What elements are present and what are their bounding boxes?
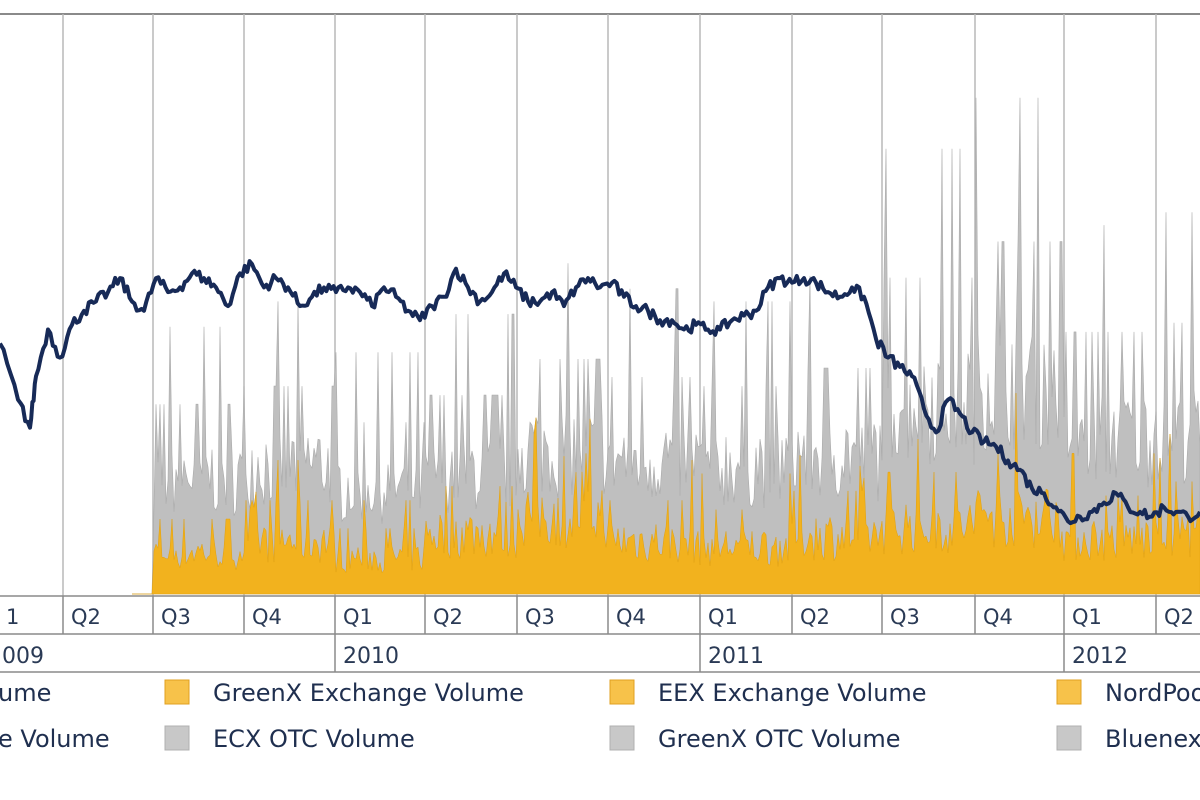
year-label: 2010: [343, 644, 399, 669]
quarter-label: 1: [6, 605, 19, 629]
otc-volume-area: [132, 97, 1200, 595]
legend-label: ECX OTC Volume: [213, 725, 415, 753]
legend-swatch: [164, 725, 190, 751]
legend-swatch: [164, 679, 190, 705]
legend-label: GreenX Exchange Volume: [213, 679, 524, 707]
quarter-label: Q4: [616, 605, 646, 629]
year-label: 009: [2, 644, 44, 669]
legend-swatch: [1056, 725, 1082, 751]
quarter-label: Q3: [525, 605, 555, 629]
quarter-label: Q1: [1072, 605, 1102, 629]
quarter-label: Q3: [890, 605, 920, 629]
quarter-label: Q2: [1164, 605, 1194, 629]
legend-swatch: [1056, 679, 1082, 705]
quarter-label: Q2: [71, 605, 101, 629]
price-line: [0, 259, 1200, 526]
time-axis: 1 Q2 Q3 Q4 Q1 Q2 Q3 Q4 Q1 Q2 Q3 Q4 Q1 Q2 009 2010 2011 20…: [0, 595, 1200, 673]
otc-volume-series: [132, 97, 1200, 595]
quarter-label: Q4: [983, 605, 1013, 629]
quarter-label: Q1: [708, 605, 738, 629]
year-label: 2011: [708, 644, 764, 669]
year-label: 2012: [1072, 644, 1128, 669]
exchange-volume-area: [132, 393, 1200, 595]
quarter-label: Q4: [252, 605, 282, 629]
legend-swatch: [609, 725, 635, 751]
quarter-label: Q1: [343, 605, 373, 629]
legend-label: ume: [0, 679, 51, 707]
legend-label: GreenX OTC Volume: [658, 725, 901, 753]
legend-swatch: [609, 679, 635, 705]
legend-label: e Volume: [0, 725, 110, 753]
exchange-volume-series: [132, 393, 1200, 595]
price-line-series: [0, 259, 1200, 526]
legend-label: Bluenex: [1105, 725, 1200, 753]
quarter-label: Q2: [800, 605, 830, 629]
legend: ume GreenX Exchange Volume EEX Exchange Vo…: [0, 679, 1200, 753]
legend-label: NordPoo: [1105, 679, 1200, 707]
quarter-label: Q2: [433, 605, 463, 629]
legend-label: EEX Exchange Volume: [658, 679, 927, 707]
quarter-label: Q3: [161, 605, 191, 629]
